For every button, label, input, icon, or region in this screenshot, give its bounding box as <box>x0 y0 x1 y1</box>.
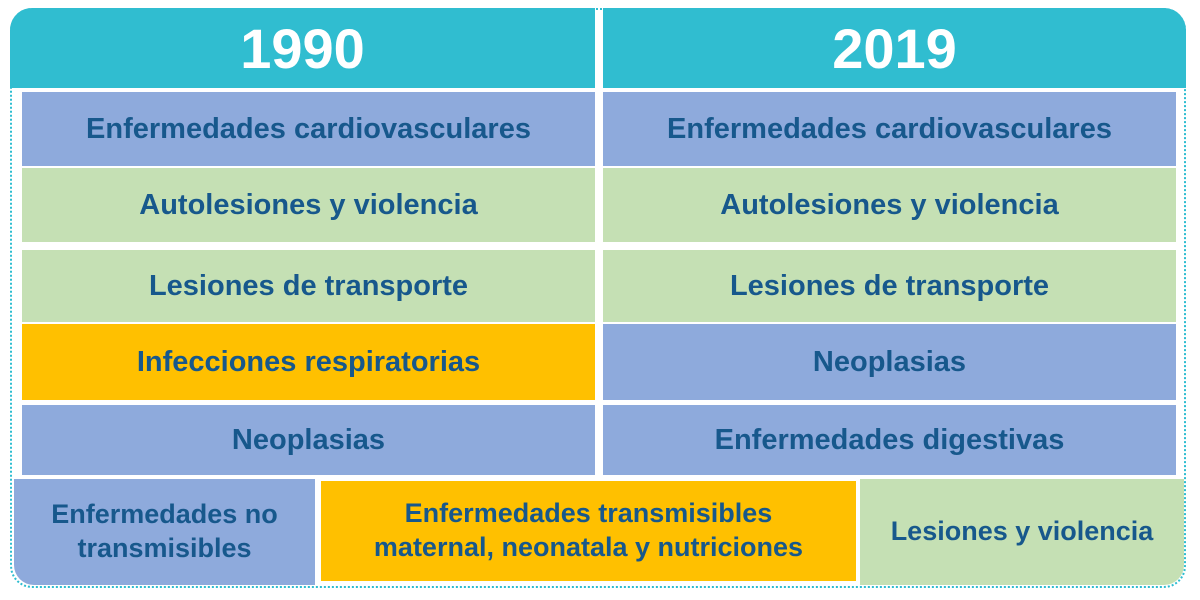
table-frame <box>10 8 1186 588</box>
legend-injuries: Lesiones y violencia <box>860 479 1184 585</box>
cell-1990-row-4: Infecciones respiratorias <box>22 324 595 400</box>
legend-communicable: Enfermedades transmisibles maternal, neo… <box>321 481 856 581</box>
cell-1990-row-3: Lesiones de transporte <box>22 250 595 322</box>
cell-1990-row-2: Autolesiones y violencia <box>22 168 595 242</box>
cell-2019-row-3: Lesiones de transporte <box>603 250 1176 322</box>
cell-1990-row-1: Enfermedades cardiovasculares <box>22 92 595 166</box>
cell-2019-row-4: Neoplasias <box>603 324 1176 400</box>
cell-2019-row-5: Enfermedades digestivas <box>603 405 1176 475</box>
cell-1990-row-5: Neoplasias <box>22 405 595 475</box>
column-header-1990: 1990 <box>10 8 595 88</box>
column-header-2019: 2019 <box>603 8 1186 88</box>
cell-2019-row-2: Autolesiones y violencia <box>603 168 1176 242</box>
cell-2019-row-1: Enfermedades cardiovasculares <box>603 92 1176 166</box>
legend-non-communicable: Enfermedades no transmisibles <box>14 479 315 585</box>
